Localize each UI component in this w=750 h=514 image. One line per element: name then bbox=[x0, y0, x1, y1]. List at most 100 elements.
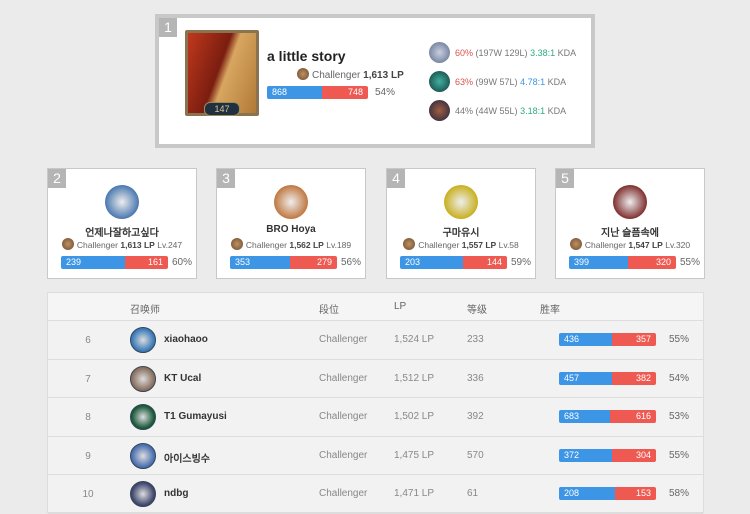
winrate: 55% bbox=[680, 257, 701, 268]
challenger-emblem-icon bbox=[569, 238, 582, 250]
table-row[interactable]: 6 xiaohaoo Challenger 1,524 LP 233 436 35… bbox=[48, 321, 703, 360]
lp-value: 1,613 LP bbox=[120, 240, 155, 250]
losses-segment: 144 bbox=[463, 256, 507, 269]
summoner-name[interactable]: 구마유시 bbox=[442, 228, 480, 239]
winloss-bar: 203 144 bbox=[400, 256, 507, 269]
summoner-name[interactable]: xiaohaoo bbox=[164, 334, 208, 345]
table-row[interactable]: 9 아이스빙수 Challenger 1,475 LP 570 372 304 5… bbox=[48, 437, 703, 475]
summoner-name[interactable]: 아이스빙수 bbox=[164, 453, 210, 465]
losses-segment: 616 bbox=[610, 410, 656, 423]
table-header: 召唤师 段位 LP 等级 胜率 bbox=[48, 293, 703, 321]
rank-badge: 4 bbox=[387, 169, 405, 188]
lp-value: 1,613 LP bbox=[363, 70, 404, 81]
top-ranked-card[interactable]: 1 147 a little story Challenger 1,613 LP… bbox=[155, 14, 595, 148]
tier-label: Challenger bbox=[418, 240, 460, 250]
tier-info: Challenger 1,547 LP Lv.320 bbox=[556, 238, 704, 250]
tier-info: Challenger 1,562 LP Lv.189 bbox=[217, 238, 365, 250]
tier: Challenger bbox=[319, 372, 368, 384]
profile-icon bbox=[185, 30, 259, 116]
losses-segment: 382 bbox=[612, 371, 656, 385]
kda-label: KDA bbox=[557, 47, 577, 58]
table-row[interactable]: 7 KT Ucal Challenger 1,512 LP 336 457 382… bbox=[48, 360, 703, 398]
rank: 7 bbox=[85, 373, 91, 385]
profile-icon bbox=[130, 442, 156, 469]
wins-segment: 399 bbox=[569, 256, 628, 269]
winloss-bar: 399 320 bbox=[569, 256, 676, 269]
winrate: 60% bbox=[172, 257, 193, 268]
profile-icon bbox=[130, 327, 156, 353]
champion-stat: 63% (99W 57L) 4.78:1 KDA bbox=[429, 71, 566, 92]
losses-segment: 304 bbox=[612, 448, 656, 462]
tier-label: Challenger bbox=[312, 70, 361, 81]
losses-segment: 320 bbox=[628, 256, 676, 269]
lp-value: 1,557 LP bbox=[461, 240, 497, 250]
ranked-card[interactable]: 5 지난 슬픔속에 Challenger 1,547 LP Lv.320 399… bbox=[555, 168, 705, 279]
header-summoner: 召唤师 bbox=[130, 305, 160, 316]
winrate: 55% bbox=[669, 334, 690, 345]
losses-segment: 748 bbox=[322, 86, 368, 99]
ranking-table: 召唤师 段位 LP 等级 胜率 6 xiaohaoo Challenger 1,… bbox=[47, 292, 704, 514]
challenger-emblem-icon bbox=[297, 68, 309, 80]
champion-icon bbox=[429, 42, 450, 63]
table-row[interactable]: 10 ndbg Challenger 1,471 LP 61 208 153 58… bbox=[48, 475, 703, 514]
champ-kda: 3.38:1 bbox=[530, 47, 556, 58]
summoner-name[interactable]: ndbg bbox=[164, 488, 189, 499]
profile-icon bbox=[130, 481, 156, 507]
level: 392 bbox=[467, 411, 484, 422]
wins-segment: 203 bbox=[400, 256, 463, 269]
rank: 8 bbox=[85, 412, 91, 423]
winrate: 55% bbox=[669, 449, 690, 461]
summoner-name[interactable]: a little story bbox=[267, 48, 346, 64]
ranked-card[interactable]: 3 BRO Hoya Challenger 1,562 LP Lv.189 35… bbox=[216, 168, 366, 279]
losses-segment: 153 bbox=[615, 487, 656, 500]
champion-stat: 44% (44W 55L) 3.18:1 KDA bbox=[429, 100, 566, 121]
wins-segment: 239 bbox=[61, 256, 125, 269]
kda-label: KDA bbox=[547, 76, 567, 87]
profile-icon bbox=[105, 185, 139, 219]
winrate: 58% bbox=[669, 488, 690, 499]
winloss-bar: 372 304 bbox=[559, 448, 656, 462]
lp: 1,471 LP bbox=[394, 488, 435, 499]
summoner-name[interactable]: KT Ucal bbox=[164, 372, 202, 384]
summoner-name[interactable]: BRO Hoya bbox=[266, 224, 316, 235]
wins-segment: 868 bbox=[267, 86, 322, 99]
wins-segment: 436 bbox=[559, 333, 612, 346]
header-tier: 段位 bbox=[319, 305, 339, 316]
winrate: 54% bbox=[669, 372, 690, 384]
level-label: Lv.247 bbox=[157, 240, 183, 250]
summoner-name[interactable]: T1 Gumayusi bbox=[164, 411, 227, 422]
rank-badge: 2 bbox=[48, 169, 66, 188]
wins-segment: 208 bbox=[559, 487, 615, 500]
champ-record: (99W 57L) bbox=[475, 76, 518, 87]
lp: 1,502 LP bbox=[394, 411, 435, 422]
level: 61 bbox=[467, 488, 479, 499]
rank-badge: 1 bbox=[159, 18, 177, 37]
rank: 10 bbox=[82, 489, 94, 500]
ranked-card[interactable]: 4 구마유시 Challenger 1,557 LP Lv.58 203 144 … bbox=[386, 168, 536, 279]
lp: 1,512 LP bbox=[394, 372, 435, 384]
tier-info: Challenger 1,613 LP Lv.247 bbox=[48, 238, 196, 250]
lp-value: 1,562 LP bbox=[289, 240, 324, 250]
tier-info: Challenger 1,557 LP Lv.58 bbox=[387, 238, 535, 250]
winloss-bar: 208 153 bbox=[559, 487, 656, 500]
profile-icon bbox=[613, 185, 647, 219]
wins-segment: 353 bbox=[230, 256, 290, 269]
profile-icon bbox=[274, 185, 308, 219]
losses-segment: 161 bbox=[125, 256, 168, 269]
lp: 1,524 LP bbox=[394, 334, 435, 345]
losses-segment: 279 bbox=[290, 256, 337, 269]
champion-icon bbox=[429, 100, 450, 121]
champion-icon bbox=[429, 71, 450, 92]
summoner-name[interactable]: 언제나잘하고싶다 bbox=[85, 228, 159, 239]
winloss-bar: 457 382 bbox=[559, 371, 656, 385]
level: 233 bbox=[467, 334, 484, 345]
summoner-name[interactable]: 지난 슬픔속에 bbox=[601, 228, 659, 239]
ranked-card[interactable]: 2 언제나잘하고싶다 Challenger 1,613 LP Lv.247 23… bbox=[47, 168, 197, 279]
losses-segment: 357 bbox=[612, 333, 656, 346]
table-row[interactable]: 8 T1 Gumayusi Challenger 1,502 LP 392 68… bbox=[48, 398, 703, 437]
winloss-bar: 683 616 bbox=[559, 410, 656, 423]
winloss-bar: 353 279 bbox=[230, 256, 337, 269]
champ-winrate: 44% bbox=[455, 105, 474, 116]
champ-record: (197W 129L) bbox=[475, 47, 528, 58]
challenger-emblem-icon bbox=[61, 238, 74, 250]
